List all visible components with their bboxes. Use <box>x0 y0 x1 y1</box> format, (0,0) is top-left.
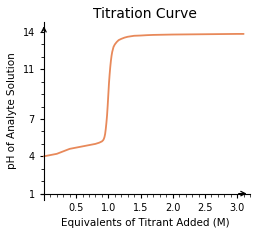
X-axis label: Equivalents of Titrant Added (M): Equivalents of Titrant Added (M) <box>61 218 230 228</box>
Title: Titration Curve: Titration Curve <box>94 7 197 21</box>
Y-axis label: pH of Analyte Solution: pH of Analyte Solution <box>7 53 17 169</box>
